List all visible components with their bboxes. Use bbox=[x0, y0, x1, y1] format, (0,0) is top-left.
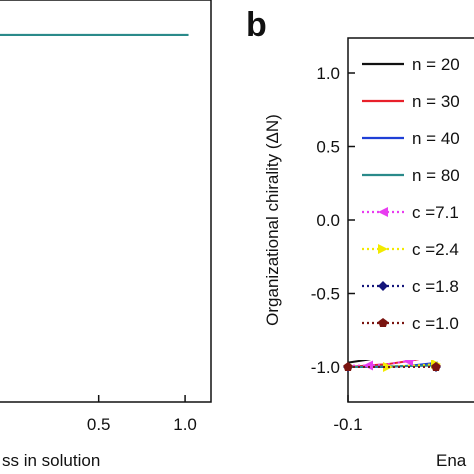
panel-a-frame bbox=[0, 0, 212, 403]
legend-marker bbox=[378, 318, 388, 328]
panel-a-x-tick-label: 0.5 bbox=[87, 415, 111, 434]
legend-entry-label: n = 80 bbox=[412, 166, 460, 185]
legend-entry-label: c =1.0 bbox=[412, 314, 459, 333]
panel-b-y-axis-title: Organizational chirality (ΔN) bbox=[263, 114, 282, 326]
legend-entry-label: c =7.1 bbox=[412, 203, 459, 222]
panel-b-x-tick-label: -0.1 bbox=[333, 415, 362, 434]
panel-b-legend: n = 20 n = 30 n = 40 n = 80 c =7.1 c =2.4 c =1… bbox=[358, 44, 474, 360]
legend-entry-label: n = 20 bbox=[412, 55, 460, 74]
panel-b-x-axis-title: Ena bbox=[436, 451, 467, 470]
series-point bbox=[431, 362, 441, 372]
panel-a-x-ticks: 0.5 1.0 bbox=[87, 395, 197, 434]
legend-marker bbox=[378, 281, 388, 291]
panel-b-y-tick-label: -1.0 bbox=[311, 358, 340, 377]
panel-b-y-tick-label: 1.0 bbox=[316, 64, 340, 83]
legend-entry-label: n = 30 bbox=[412, 92, 460, 111]
legend-background bbox=[358, 44, 474, 360]
panel-a-x-tick-label: 1.0 bbox=[173, 415, 197, 434]
panel-b-y-tick-label: 0.0 bbox=[316, 211, 340, 230]
series-point bbox=[343, 362, 353, 372]
legend-entry-label: c =2.4 bbox=[412, 240, 459, 259]
panel-b-letter: b bbox=[246, 6, 267, 44]
panel-b-y-ticks: 1.0 0.5 0.0 -0.5 -1.0 bbox=[311, 64, 355, 377]
series-point bbox=[363, 360, 373, 371]
panel-b-y-tick-label: 0.5 bbox=[316, 138, 340, 157]
panel-b-x-ticks: -0.1 bbox=[333, 395, 363, 434]
legend-entry-label: n = 40 bbox=[412, 129, 460, 148]
panel-b: b 1.00.50.0-0.5-1.0 -0.1 n = 20n = 30n =… bbox=[246, 6, 474, 470]
legend-entry-label: c =1.8 bbox=[412, 277, 459, 296]
panel-a-x-axis-title: ss in solution bbox=[2, 451, 100, 470]
panel-b-y-tick-label: -0.5 bbox=[311, 285, 340, 304]
legend-marker bbox=[378, 244, 388, 254]
panel-a: 0.5 1.0 ss in solution bbox=[0, 0, 212, 470]
legend-marker bbox=[378, 207, 388, 217]
